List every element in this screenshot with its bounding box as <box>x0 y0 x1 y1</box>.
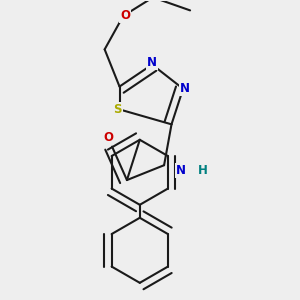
Text: H: H <box>198 164 208 177</box>
Text: O: O <box>120 10 130 22</box>
Text: N: N <box>147 56 157 69</box>
Text: O: O <box>103 131 113 144</box>
Text: N: N <box>176 164 186 177</box>
Text: S: S <box>113 103 122 116</box>
Text: N: N <box>180 82 190 95</box>
